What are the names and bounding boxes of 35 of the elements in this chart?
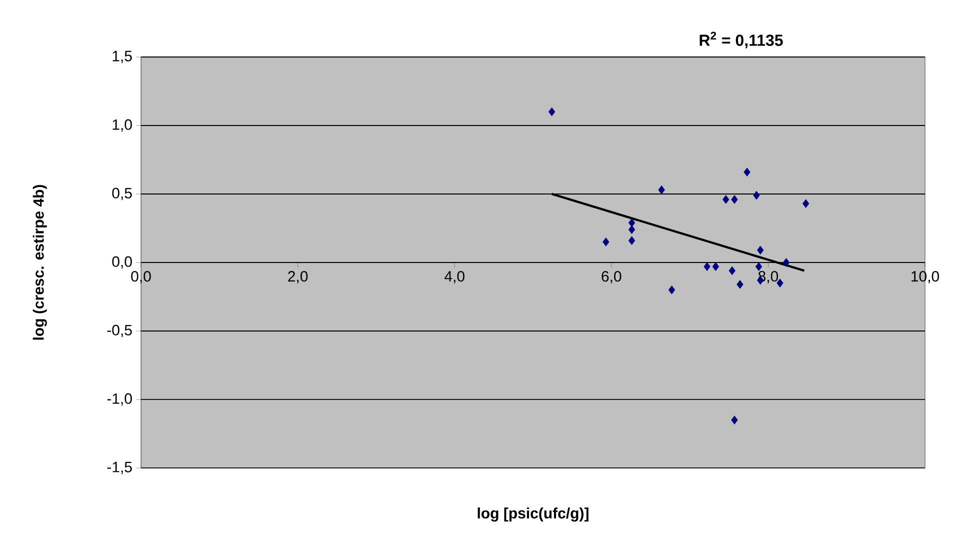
point [628, 236, 636, 245]
x-tick-label: 0,0 [131, 271, 151, 284]
x-tick-label: 2,0 [288, 271, 308, 284]
point [731, 416, 738, 424]
point [602, 238, 610, 246]
point [704, 262, 710, 271]
y-tick-label: -0,5 [107, 324, 132, 338]
y-tick-label: -1,0 [107, 393, 132, 406]
text: R$^{2}$ = 0,1135 [700, 32, 783, 48]
point [736, 280, 744, 289]
point [628, 225, 636, 234]
y-tick-label: 1,0 [112, 119, 132, 132]
point [668, 285, 676, 294]
x-tick-label: 10,0 [912, 271, 939, 284]
point [728, 266, 736, 276]
y-tick-label: -1,5 [107, 462, 132, 474]
y-tick-label: 1,5 [112, 50, 132, 64]
x-axis-title: log [psic(ufc/g)] [478, 508, 588, 522]
y-tick-label: 0,0 [112, 256, 132, 269]
point [731, 195, 738, 204]
point [753, 190, 760, 200]
y-tick-label: 0,5 [112, 188, 132, 200]
point [628, 218, 636, 228]
point [757, 246, 764, 255]
point [722, 195, 730, 204]
x-tick-label: 4,0 [444, 271, 464, 284]
point [755, 262, 762, 271]
point [782, 258, 790, 267]
y-axis-title: log (cresc. estirpe 4b) [32, 185, 47, 340]
point [802, 199, 810, 208]
x-tick-label: 6,0 [602, 271, 622, 284]
point [744, 168, 750, 176]
point [712, 262, 720, 271]
point [658, 185, 665, 194]
point [548, 107, 556, 116]
